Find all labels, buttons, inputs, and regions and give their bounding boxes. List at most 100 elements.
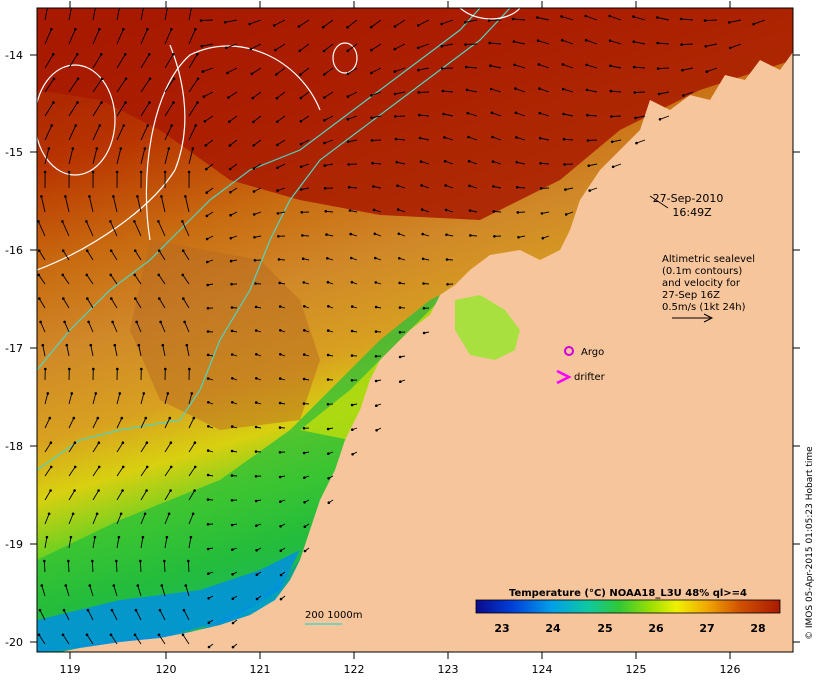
velocity-arrow (134, 250, 142, 261)
velocity-arrowhead (230, 425, 234, 428)
velocity-arrowhead (248, 22, 251, 26)
velocity-arrowhead (274, 48, 277, 52)
velocity-arrowhead (252, 190, 256, 193)
velocity-arrowhead (133, 249, 137, 252)
velocity-arrow (228, 91, 238, 98)
warm-water (37, 8, 793, 220)
velocity-arrow (441, 19, 454, 25)
velocity-arrow (634, 91, 646, 93)
velocity-arrowhead (301, 234, 304, 237)
velocity-arrowhead (64, 195, 67, 198)
velocity-arrowhead (467, 159, 471, 163)
isobath-1000m (37, 8, 481, 371)
velocity-arrow (64, 321, 70, 333)
velocity-arrowhead (124, 101, 127, 104)
velocity-arrowhead (464, 65, 468, 69)
velocity-arrowhead (395, 160, 399, 164)
velocity-arrowhead (37, 633, 41, 637)
velocity-arrowhead (346, 95, 350, 98)
sealevel-contour (37, 44, 186, 271)
velocity-arrowhead (561, 87, 565, 91)
velocity-arrowhead (253, 236, 256, 239)
velocity-arrowhead (277, 235, 280, 238)
velocity-arrowhead (350, 379, 354, 382)
velocity-arrow (116, 490, 123, 501)
velocity-arrow (140, 8, 144, 21)
colorbar-title: Temperature (°C) NOAA18_L3U 48% ql>=4 (509, 588, 747, 599)
velocity-arrow (184, 196, 190, 213)
velocity-arrow (515, 112, 526, 117)
velocity-arrow (276, 67, 286, 75)
velocity-arrowhead (351, 453, 354, 456)
velocity-arrowhead (254, 377, 258, 380)
altimetry-line: 0.5m/s (1kt 24h) (662, 302, 746, 313)
velocity-arrowhead (206, 473, 210, 477)
velocity-arrowhead (324, 210, 328, 213)
velocity-arrowhead (224, 46, 228, 50)
velocity-arrowhead (585, 63, 588, 67)
velocity-arrowhead (226, 71, 229, 75)
velocity-arrow (62, 250, 70, 261)
velocity-arrowhead (206, 330, 210, 333)
velocity-arrow (116, 102, 126, 117)
velocity-arrow (68, 393, 73, 405)
velocity-arrowhead (444, 184, 447, 187)
velocity-arrow (116, 537, 120, 549)
velocity-arrowhead (145, 465, 149, 469)
velocity-arrow (160, 196, 166, 213)
velocity-arrow (64, 196, 70, 213)
colorbar-tick: 27 (699, 622, 714, 635)
velocity-arrow (540, 162, 550, 165)
altimetry-line: and velocity for (662, 278, 741, 289)
velocity-arrowhead (326, 280, 330, 284)
velocity-arrow (89, 585, 94, 597)
velocity-arrowhead (275, 73, 278, 76)
velocity-arrowhead (61, 633, 65, 637)
velocity-arrow (86, 634, 94, 645)
velocity-arrow (250, 43, 262, 50)
velocity-arrowhead (398, 257, 401, 260)
velocity-arrowhead (49, 489, 52, 492)
velocity-arrowhead (137, 343, 141, 347)
velocity-arrowhead (191, 3, 194, 6)
velocity-arrow (488, 19, 502, 21)
velocity-arrowhead (207, 572, 210, 575)
velocity-arrowhead (346, 140, 350, 143)
velocity-arrowhead (191, 512, 195, 516)
velocity-arrowhead (303, 501, 306, 504)
velocity-arrows (37, 3, 766, 649)
velocity-arrow (587, 114, 598, 117)
velocity-arrow (277, 187, 286, 192)
velocity-arrowhead (230, 449, 234, 453)
velocity-arrowhead (230, 474, 234, 477)
velocity-arrowhead (370, 48, 373, 52)
velocity-arrowhead (299, 119, 303, 123)
velocity-arrow (421, 184, 430, 189)
velocity-arrow (111, 609, 118, 621)
velocity-arrowhead (140, 367, 143, 371)
lon-axis: 119 120 121 122 123 124 125 126 (60, 1, 741, 676)
velocity-arrow (252, 91, 262, 99)
velocity-arrowhead (374, 281, 378, 284)
velocity-arrow (68, 442, 76, 453)
velocity-arrow (66, 345, 70, 357)
velocity-arrowhead (276, 166, 279, 170)
velocity-arrowhead (109, 273, 113, 277)
velocity-arrow (188, 417, 195, 429)
velocity-arrowhead (463, 21, 467, 24)
velocity-arrow (586, 89, 598, 93)
velocity-arrow (188, 393, 193, 405)
velocity-arrowhead (658, 118, 662, 121)
velocity-arrow (298, 19, 310, 27)
velocity-arrowhead (346, 72, 350, 76)
velocity-arrow (706, 67, 718, 73)
velocity-arrowhead (322, 25, 325, 29)
velocity-arrow (92, 442, 100, 453)
velocity-arrowhead (374, 330, 378, 333)
velocity-arrow (44, 417, 51, 429)
velocity-arrow (588, 163, 598, 167)
velocity-arrowhead (44, 367, 47, 371)
velocity-arrow (418, 43, 430, 49)
velocity-arrowhead (323, 96, 326, 99)
velocity-arrowhead (370, 25, 373, 29)
